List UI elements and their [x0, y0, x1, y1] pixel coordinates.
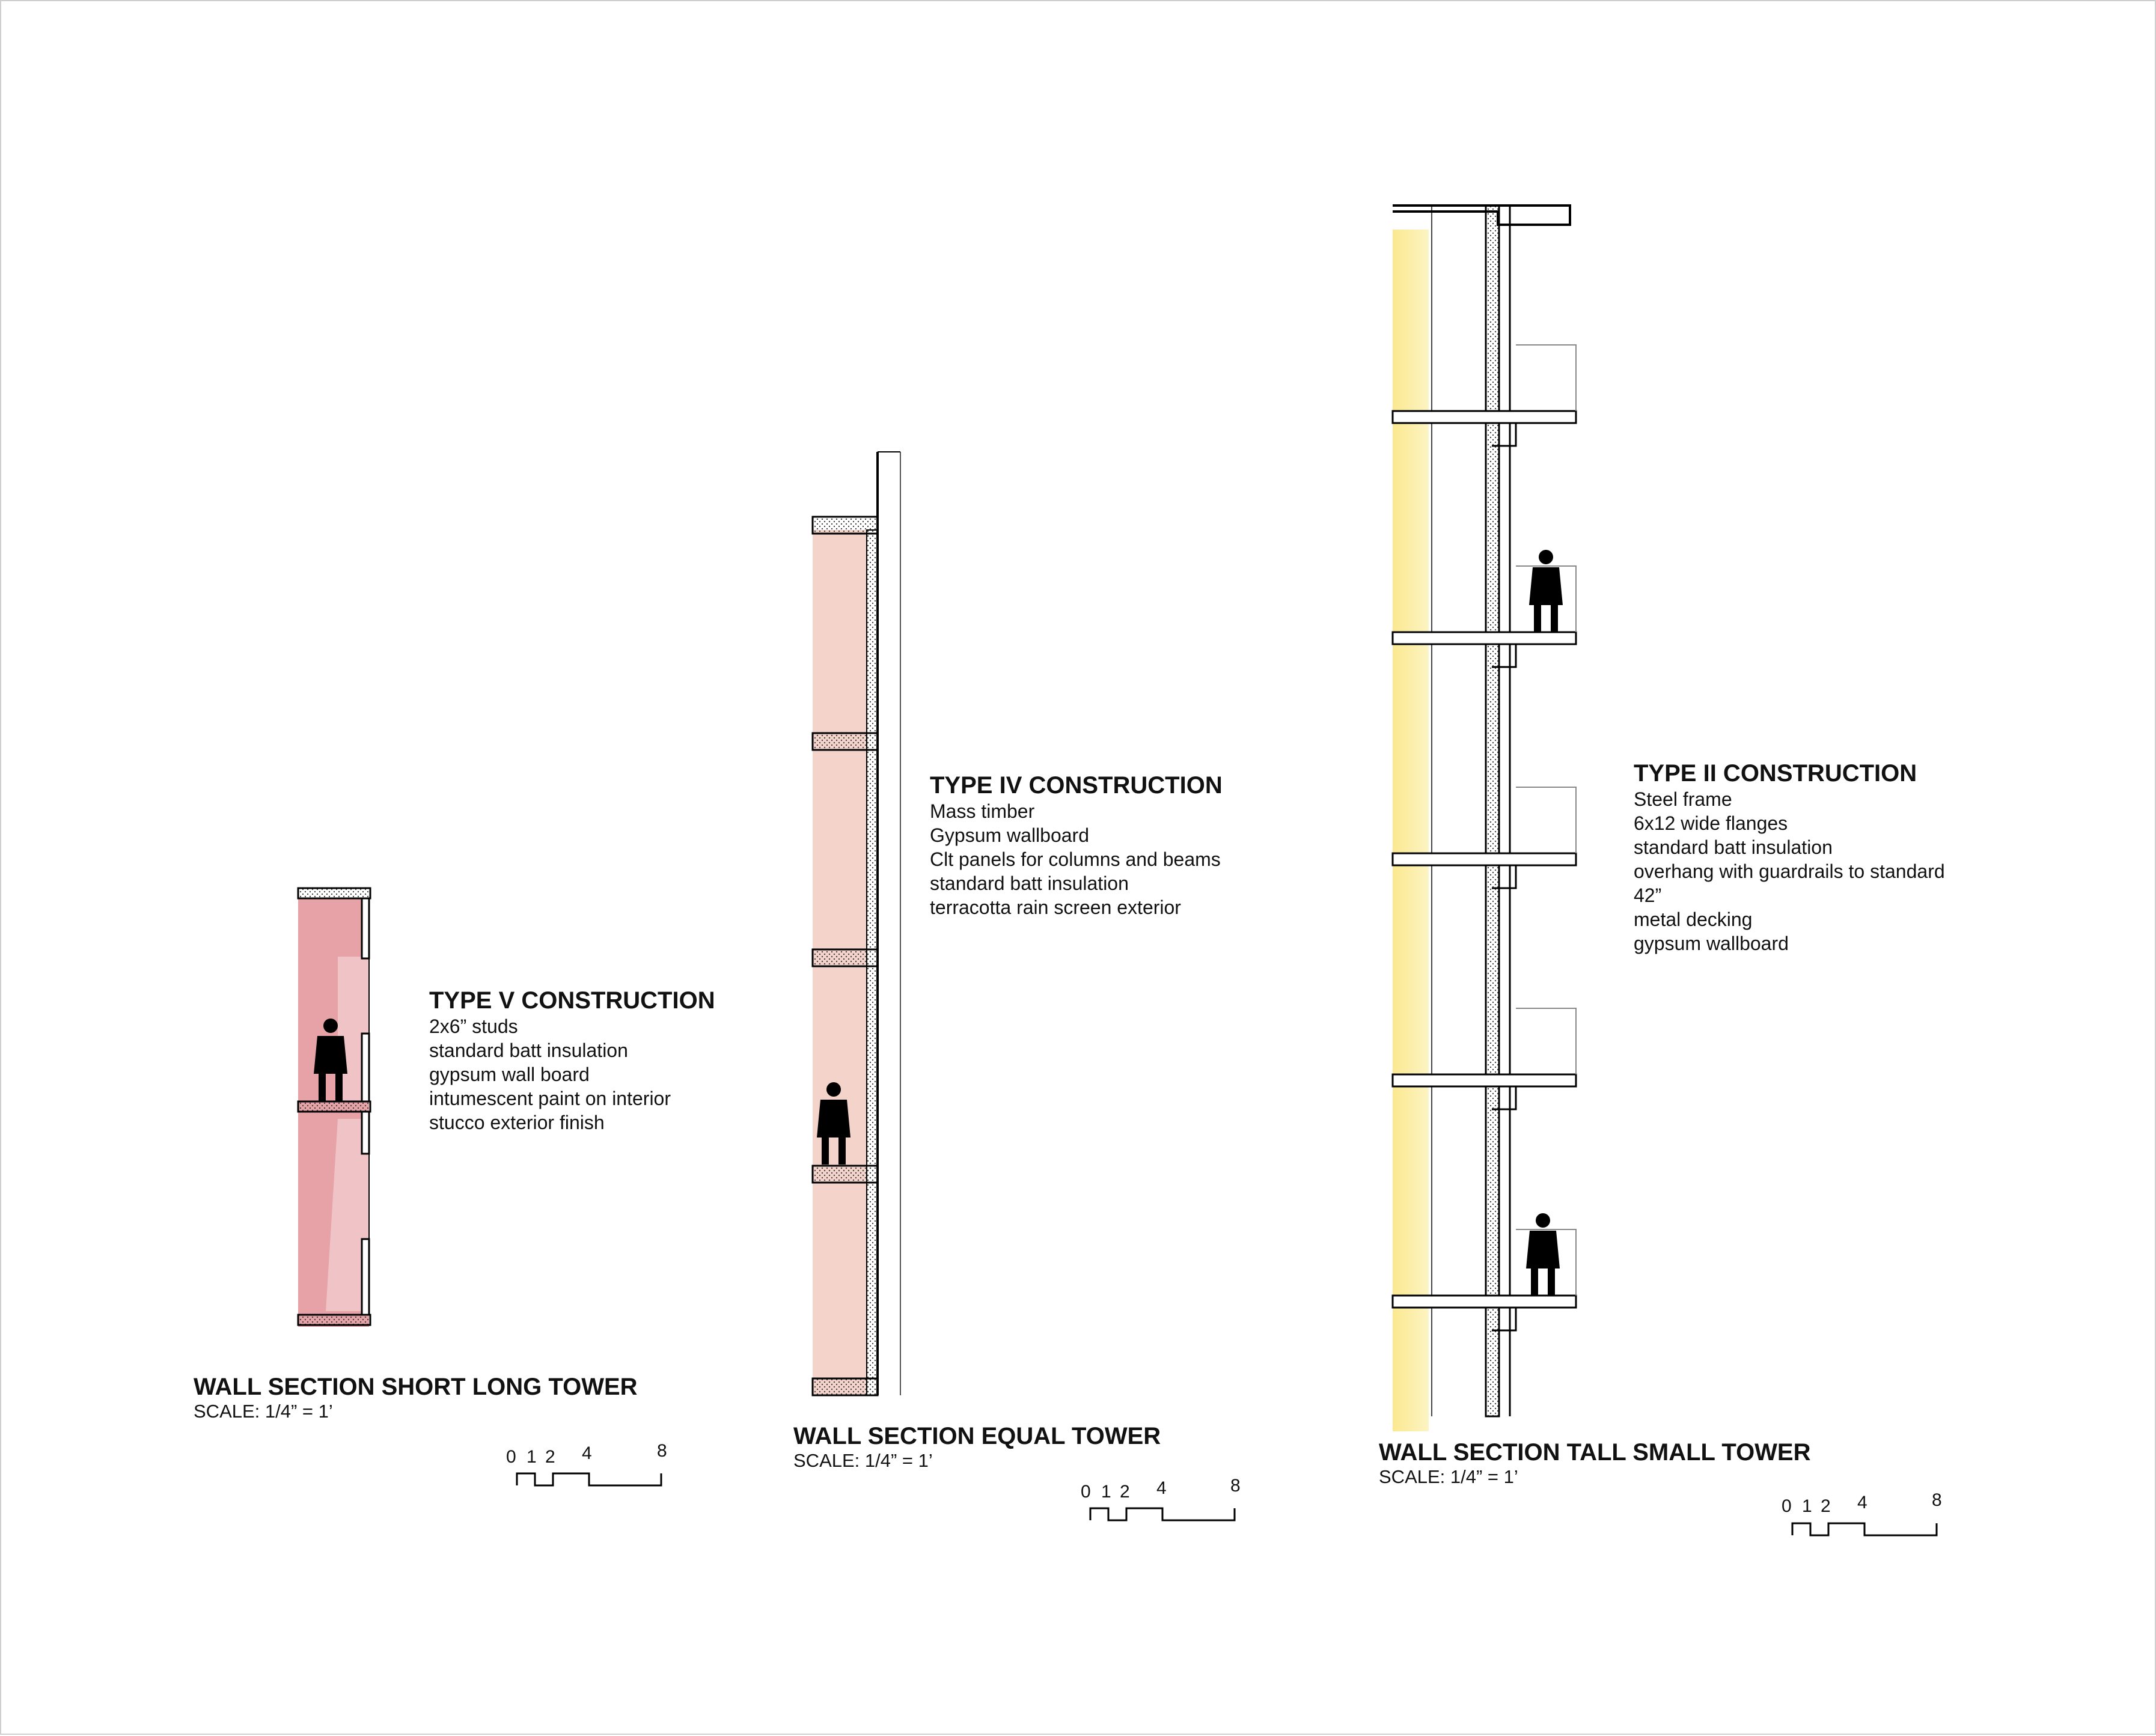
spec-item: gypsum wallboard — [1634, 933, 1789, 954]
floor-slabs — [1391, 410, 1577, 1332]
spec-item: Steel frame — [1634, 788, 1732, 810]
scale-bar-3-tick-0: 0 — [1782, 1496, 1792, 1516]
spec-item: 2x6” studs — [429, 1016, 518, 1037]
construction-heading: TYPE IV CONSTRUCTION — [930, 772, 1223, 799]
scale-bar-1 — [516, 1472, 662, 1487]
spec-item: terracotta rain screen exterior — [930, 897, 1181, 918]
section-title-block: WALL SECTION TALL SMALL TOWER SCALE: 1/4… — [1379, 1439, 1811, 1488]
spec-list: Steel frame 6x12 wide flanges standard b… — [1634, 787, 1945, 955]
scale-bar-3 — [1791, 1522, 1938, 1537]
spec-item: Clt panels for columns and beams — [930, 848, 1221, 870]
scale-bar-3-tick-4: 4 — [1857, 1493, 1867, 1512]
scale-bar-1-tick-8: 8 — [657, 1441, 667, 1461]
scale-label: SCALE: 1/4” = 1’ — [793, 1450, 933, 1471]
scale-bar-1-tick-0: 0 — [506, 1447, 516, 1467]
person-silhouette — [1526, 1213, 1560, 1296]
scale-bar-2 — [1089, 1507, 1236, 1521]
section-title-block: WALL SECTION SHORT LONG TOWER SCALE: 1/4… — [194, 1373, 638, 1422]
section-title: WALL SECTION EQUAL TOWER — [793, 1423, 1161, 1449]
spec-item: standard batt insulation — [429, 1040, 628, 1061]
scale-bar-3-tick-2: 2 — [1821, 1496, 1831, 1516]
type-ii-text: TYPE II CONSTRUCTION Steel frame 6x12 wi… — [1634, 760, 1945, 955]
spec-item: 6x12 wide flanges — [1634, 812, 1788, 834]
scale-bar-2-tick-0: 0 — [1081, 1482, 1091, 1502]
type-ii-wall-section — [1391, 204, 1577, 1431]
section-title-block: WALL SECTION EQUAL TOWER SCALE: 1/4” = 1… — [793, 1422, 1161, 1472]
section-title: WALL SECTION TALL SMALL TOWER — [1379, 1439, 1811, 1466]
spec-item: Gypsum wallboard — [930, 824, 1089, 846]
scale-bar-3-tick-1: 1 — [1802, 1496, 1812, 1516]
scale-label: SCALE: 1/4” = 1’ — [194, 1401, 333, 1422]
spec-item: standard batt insulation — [1634, 836, 1833, 858]
scale-bar-1-tick-2: 2 — [545, 1447, 555, 1467]
scale-bar-1-tick-1: 1 — [527, 1447, 537, 1467]
person-silhouette — [1529, 550, 1563, 632]
guardrails — [1516, 344, 1577, 1296]
spec-item: 42” — [1634, 885, 1662, 906]
scale-bar-2-tick-4: 4 — [1156, 1478, 1167, 1498]
type-v-text: TYPE V CONSTRUCTION 2x6” studs standard … — [429, 987, 715, 1134]
spec-list: 2x6” studs standard batt insulation gyps… — [429, 1014, 715, 1134]
scale-bar-2-tick-2: 2 — [1120, 1482, 1130, 1502]
spec-item: overhang with guardrails to standard — [1634, 860, 1945, 882]
scale-bar-2-tick-1: 1 — [1101, 1482, 1111, 1502]
scale-bar-2-tick-8: 8 — [1230, 1476, 1241, 1496]
spec-item: standard batt insulation — [930, 873, 1129, 894]
spec-item: intumescent paint on interior — [429, 1088, 671, 1109]
spec-item: Mass timber — [930, 800, 1035, 822]
type-v-wall-section — [297, 887, 371, 1327]
construction-heading: TYPE II CONSTRUCTION — [1634, 760, 1917, 787]
spec-list: Mass timber Gypsum wallboard Clt panels … — [930, 799, 1223, 919]
scale-bar-1-tick-4: 4 — [582, 1443, 592, 1463]
construction-heading: TYPE V CONSTRUCTION — [429, 987, 715, 1014]
scale-label: SCALE: 1/4” = 1’ — [1379, 1466, 1518, 1487]
scale-bar-3-tick-8: 8 — [1932, 1490, 1942, 1510]
type-iv-text: TYPE IV CONSTRUCTION Mass timber Gypsum … — [930, 772, 1223, 919]
spec-item: stucco exterior finish — [429, 1112, 605, 1133]
type-iv-wall-section — [811, 451, 901, 1396]
section-title: WALL SECTION SHORT LONG TOWER — [194, 1374, 638, 1400]
spec-item: metal decking — [1634, 909, 1753, 930]
spec-item: gypsum wall board — [429, 1064, 590, 1085]
